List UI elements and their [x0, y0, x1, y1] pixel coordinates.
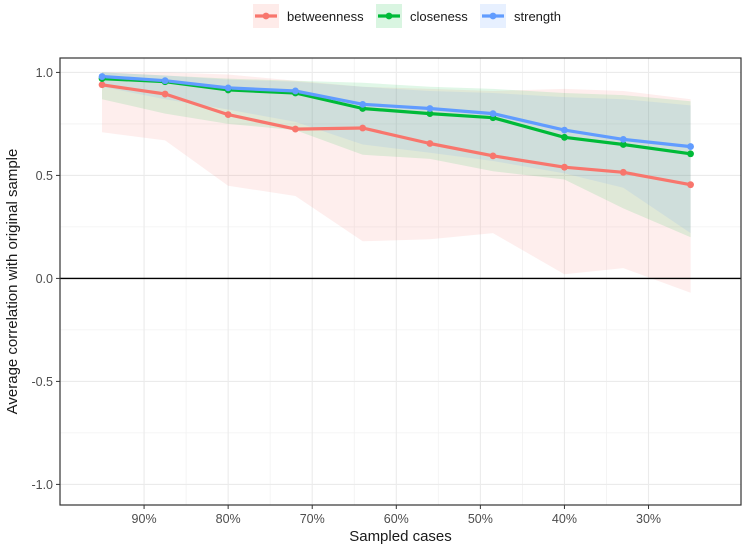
x-tick-label: 30% — [636, 512, 661, 526]
x-tick-label: 70% — [300, 512, 325, 526]
confidence-ribbons — [102, 72, 691, 293]
line-strength — [100, 74, 693, 149]
point-strength — [292, 87, 299, 95]
x-tick-label: 50% — [468, 512, 493, 526]
point-strength — [359, 100, 367, 108]
point-betweenness — [224, 111, 232, 119]
point-betweenness — [98, 81, 106, 89]
y-axis-title: Average correlation with original sample — [4, 149, 21, 415]
point-betweenness — [426, 140, 434, 147]
legend-key-point — [489, 12, 497, 20]
x-axis-title: Sampled cases — [349, 528, 452, 545]
y-tick-label: 1.0 — [36, 66, 53, 80]
point-closeness — [426, 110, 434, 118]
x-tick-label: 60% — [384, 512, 409, 526]
x-axis: 90% 80% 70% 60% 50% 40% 30% — [132, 505, 661, 526]
point-betweenness — [292, 125, 299, 133]
plot-panel — [60, 58, 741, 505]
point-strength — [687, 143, 694, 150]
x-tick-label: 90% — [132, 512, 157, 526]
ribbon-strength — [102, 72, 691, 234]
point-closeness — [687, 150, 694, 158]
y-axis: 1.0 0.5 0.0 -0.5 -1.0 — [31, 66, 60, 492]
legend-label-strength: strength — [514, 9, 561, 24]
x-tick-label: 80% — [216, 512, 241, 526]
x-tick-label: 40% — [552, 512, 577, 526]
point-betweenness — [619, 168, 627, 176]
ribbon-closeness — [102, 72, 691, 238]
point-strength — [561, 126, 568, 134]
legend-key-closeness — [376, 4, 402, 28]
point-betweenness — [489, 152, 497, 160]
series-points — [98, 73, 694, 189]
y-tick-label: -0.5 — [31, 375, 53, 389]
point-closeness — [619, 141, 627, 148]
legend-label-betweenness: betweenness — [287, 9, 364, 24]
point-strength — [489, 110, 497, 118]
point-strength — [619, 135, 627, 143]
legend: betweenness closeness strength — [253, 4, 561, 28]
legend-key-point — [385, 12, 393, 20]
minor-gridlines — [60, 58, 741, 505]
point-strength — [426, 105, 434, 112]
point-betweenness — [359, 124, 367, 132]
series-lines — [100, 74, 693, 187]
point-strength — [161, 77, 169, 85]
point-strength — [224, 84, 232, 92]
plot-panel-border — [59, 57, 742, 506]
y-tick-label: 0.0 — [36, 272, 53, 286]
point-strength — [98, 73, 106, 80]
point-betweenness — [687, 181, 694, 189]
legend-key-strength — [480, 4, 506, 28]
line-betweenness — [100, 83, 693, 187]
legend-key-betweenness — [253, 4, 279, 28]
point-closeness — [561, 133, 568, 141]
ribbon-betweenness — [102, 72, 691, 293]
y-tick-label: 0.5 — [36, 169, 53, 183]
point-betweenness — [561, 163, 568, 171]
legend-key-point — [262, 12, 270, 20]
point-betweenness — [161, 90, 169, 98]
y-tick-label: -1.0 — [31, 478, 53, 492]
major-gridlines — [60, 58, 741, 505]
legend-label-closeness: closeness — [410, 9, 468, 24]
